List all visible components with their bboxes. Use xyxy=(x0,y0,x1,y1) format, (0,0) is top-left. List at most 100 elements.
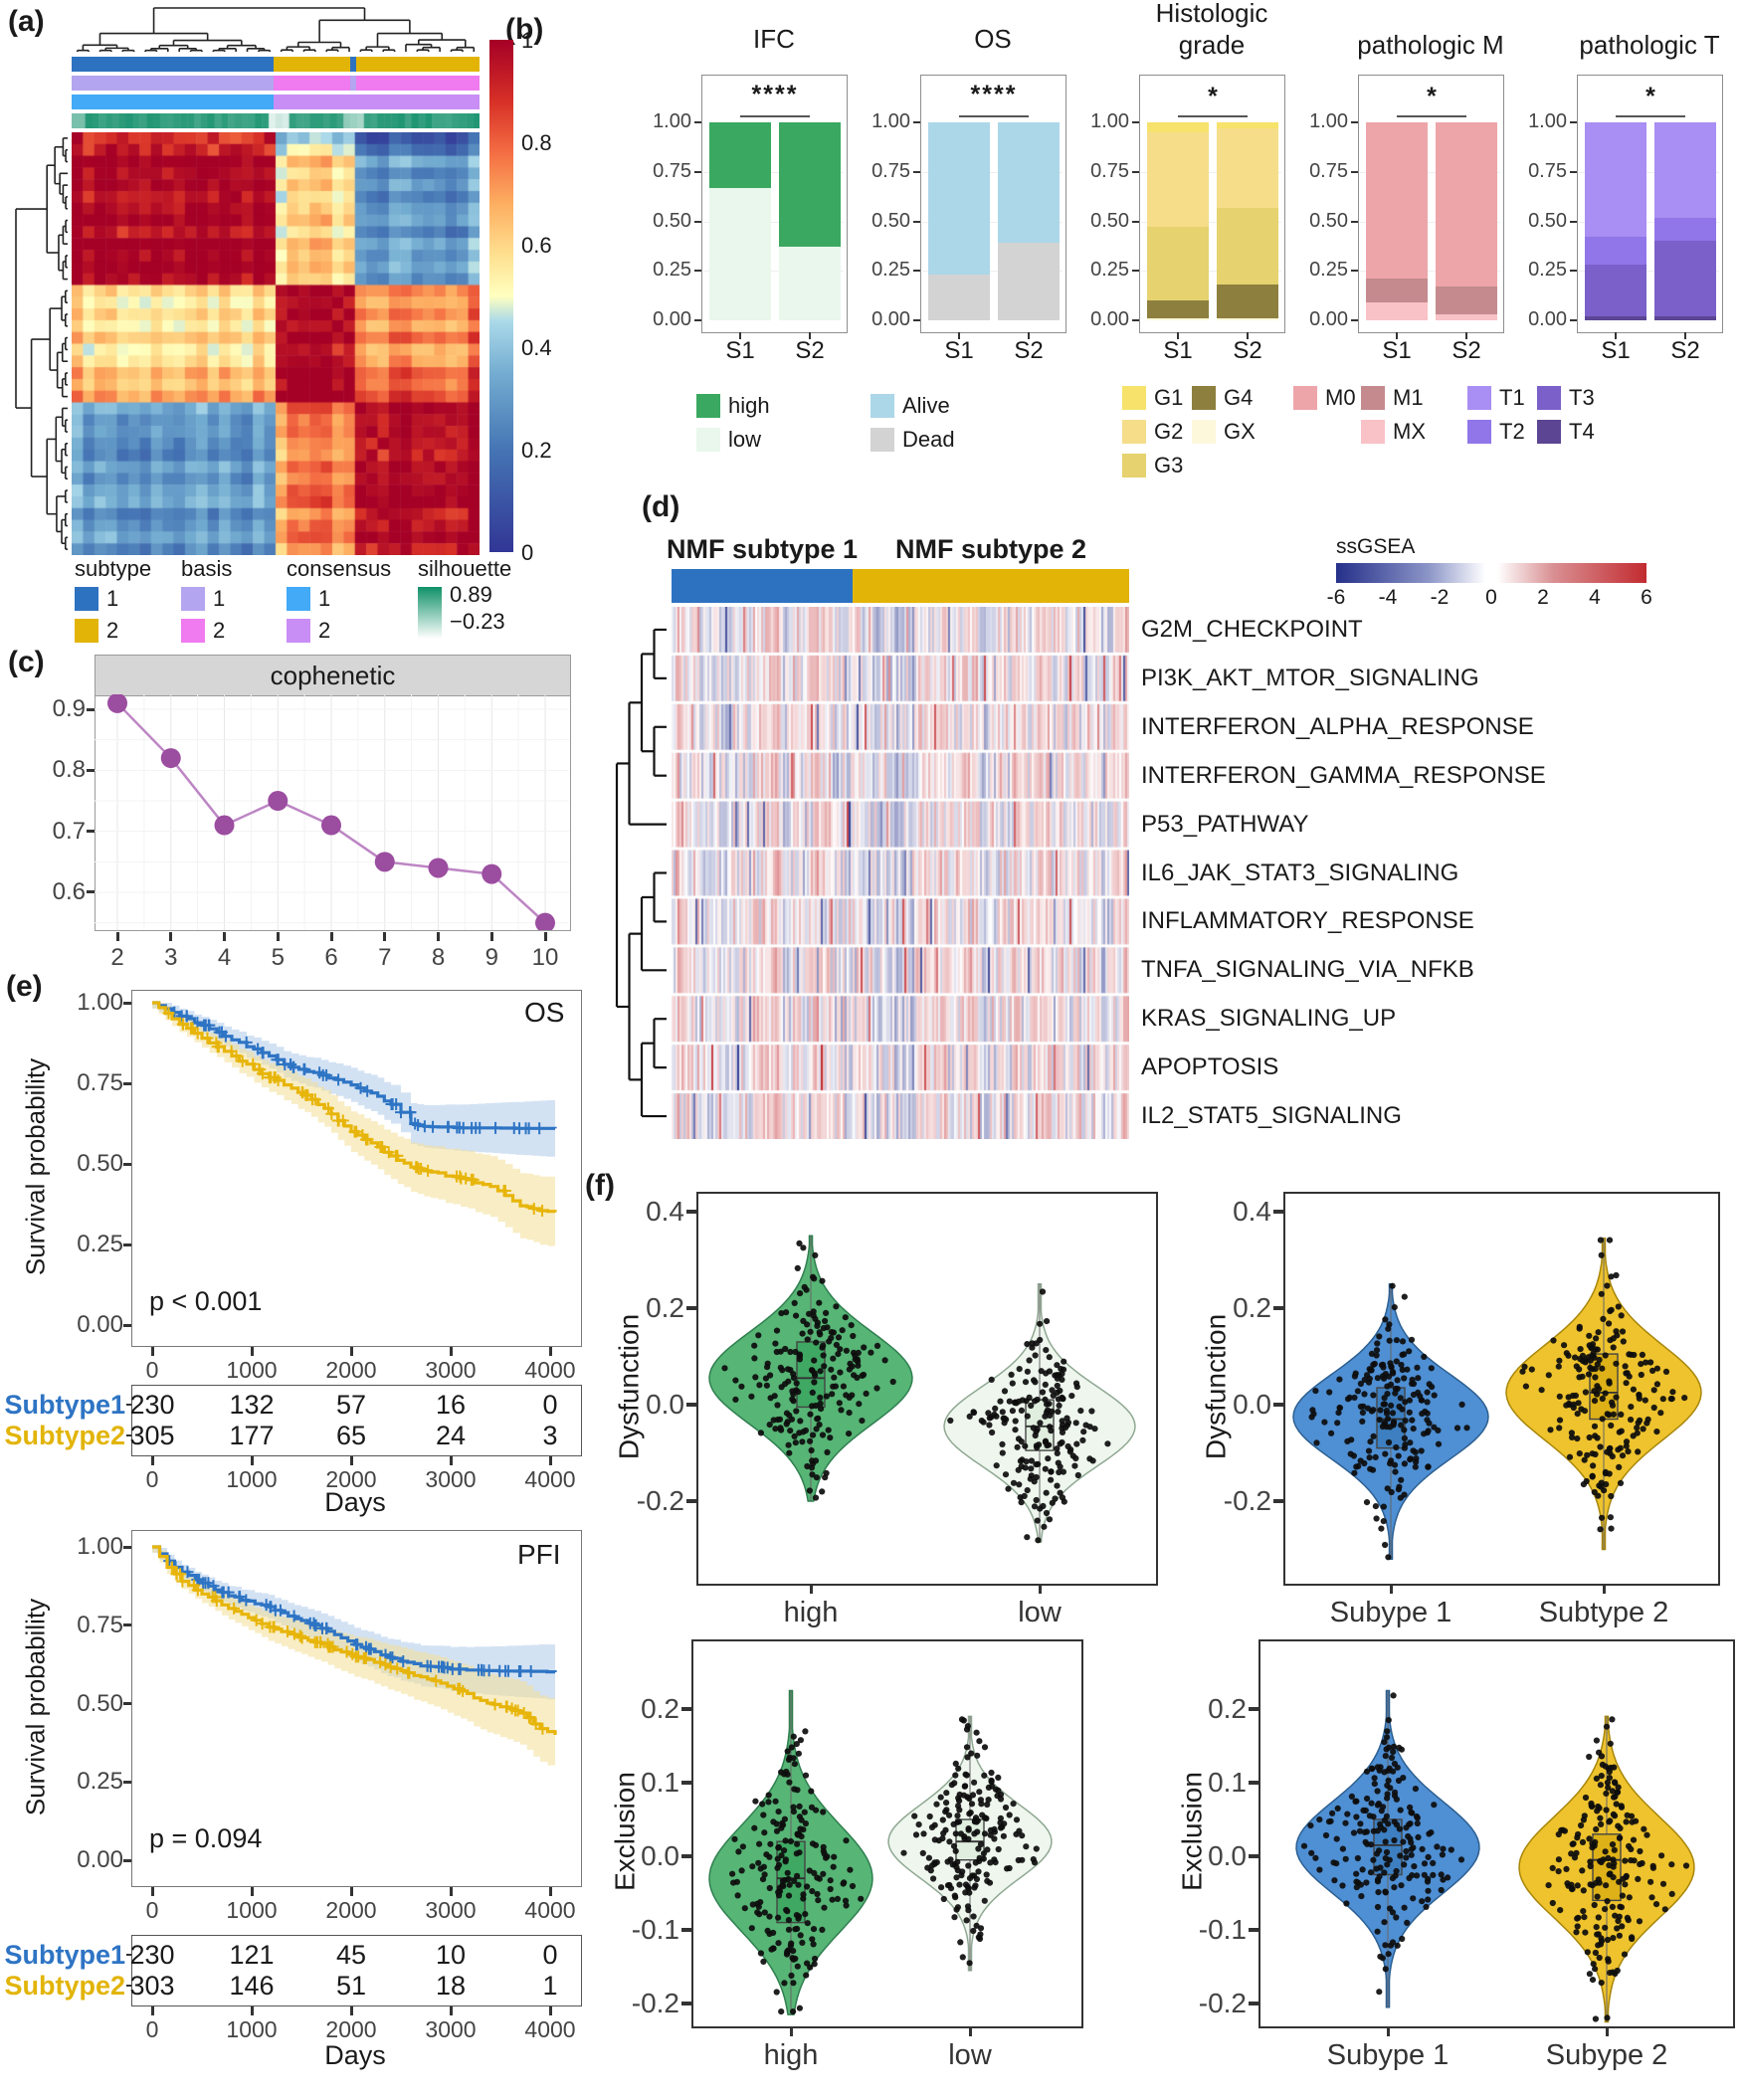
y-tick-label: 0.50 xyxy=(77,1150,123,1177)
data-point xyxy=(981,1830,989,1837)
data-point xyxy=(786,1412,793,1419)
data-point xyxy=(983,1814,990,1822)
censor-mark xyxy=(308,1635,321,1648)
data-point xyxy=(778,1384,785,1391)
x-tick-mark xyxy=(548,2006,552,2015)
data-point xyxy=(1628,1845,1635,1852)
data-point xyxy=(785,1892,793,1899)
data-point xyxy=(999,1409,1006,1416)
data-point xyxy=(1618,1904,1625,1911)
data-point xyxy=(790,1804,797,1811)
legend-label-G1: G1 xyxy=(1154,385,1184,410)
data-point xyxy=(1575,1914,1582,1921)
censor-mark xyxy=(418,1120,431,1133)
data-point xyxy=(1609,1903,1616,1910)
data-point xyxy=(976,1738,983,1745)
data-point xyxy=(854,1374,861,1381)
data-point xyxy=(1574,1435,1581,1442)
data-point xyxy=(1385,1325,1392,1332)
data-point xyxy=(1410,1426,1417,1432)
data-point xyxy=(738,1383,745,1390)
data-point xyxy=(1006,1812,1013,1818)
data-point xyxy=(1361,1459,1368,1467)
data-point xyxy=(1639,1859,1645,1867)
data-point xyxy=(1561,1342,1568,1349)
data-point xyxy=(997,1796,1005,1803)
gridline xyxy=(1360,172,1500,173)
category-label: Subype 1 xyxy=(1326,2039,1450,2071)
data-point xyxy=(1042,1465,1049,1472)
data-point xyxy=(953,1874,960,1881)
nmf-subtype1-header: NMF subtype 1 xyxy=(666,534,859,564)
data-point xyxy=(1557,1907,1564,1914)
bar-segment-T2 xyxy=(1654,217,1716,242)
category-label: S2 xyxy=(1014,337,1044,364)
gridline xyxy=(1141,172,1281,173)
x-tick-mark xyxy=(548,1347,552,1356)
data-point xyxy=(1624,1914,1631,1921)
data-point xyxy=(975,1845,982,1852)
barchart-title-os: OS xyxy=(974,24,1012,54)
y-tick-mark xyxy=(123,1323,131,1327)
data-point xyxy=(788,1744,795,1751)
data-point xyxy=(802,1772,810,1779)
data-point xyxy=(1054,1382,1061,1390)
data-point xyxy=(1329,1810,1336,1816)
censor-mark xyxy=(430,1674,443,1687)
data-point xyxy=(1424,1399,1431,1406)
data-point xyxy=(809,1936,816,1943)
data-point xyxy=(1643,1359,1649,1366)
data-point xyxy=(1352,1798,1359,1805)
y-tick-mark xyxy=(123,1858,131,1862)
y-tick-label: 0.25 xyxy=(77,1768,123,1796)
data-point xyxy=(1371,1360,1378,1368)
data-point xyxy=(1598,1290,1605,1297)
data-point xyxy=(755,1859,762,1866)
data-point xyxy=(785,1441,792,1448)
data-point xyxy=(930,1875,937,1882)
data-point xyxy=(1057,1387,1064,1395)
y-tick-label: -0.2 xyxy=(631,1988,679,2018)
x-tick-mark xyxy=(1038,1584,1042,1594)
data-point xyxy=(748,1393,755,1400)
data-point xyxy=(1054,1449,1061,1456)
data-point xyxy=(988,1769,995,1777)
data-point xyxy=(992,1859,999,1866)
data-point xyxy=(730,1879,737,1886)
data-point xyxy=(1650,1404,1657,1412)
data-point xyxy=(1419,1845,1426,1852)
data-point xyxy=(1034,1426,1041,1432)
data-point xyxy=(1439,1851,1446,1858)
data-point xyxy=(1389,1875,1396,1882)
data-point xyxy=(1430,1859,1437,1866)
data-point xyxy=(1000,1832,1007,1839)
data-point xyxy=(1373,1347,1381,1354)
ssgsea-scale-tick: 2 xyxy=(1537,586,1549,609)
data-point xyxy=(796,1356,803,1363)
data-point xyxy=(1426,1420,1433,1427)
data-point xyxy=(1569,1885,1576,1892)
censor-mark xyxy=(298,1062,311,1075)
data-point xyxy=(954,1813,961,1819)
data-point xyxy=(1592,1966,1599,1973)
pathway-label: INTERFERON_GAMMA_RESPONSE xyxy=(1141,761,1546,789)
data-point xyxy=(1061,1498,1067,1505)
data-point xyxy=(1376,1417,1383,1424)
data-point xyxy=(1563,1402,1570,1409)
category-label: S2 xyxy=(1451,337,1481,364)
y-tick-mark xyxy=(1249,1928,1258,1932)
data-point xyxy=(1681,1395,1688,1402)
x-tick-mark xyxy=(789,2026,793,2036)
data-point xyxy=(978,1418,985,1425)
data-point xyxy=(1024,1534,1031,1541)
data-point xyxy=(989,1783,996,1790)
legend-label-Alive: Alive xyxy=(902,393,950,418)
data-point xyxy=(963,1744,971,1751)
x-tick-mark xyxy=(449,1347,453,1356)
bar-segment-Alive xyxy=(928,122,990,276)
data-point xyxy=(1424,1878,1432,1885)
legend-label-M0: M0 xyxy=(1325,385,1356,410)
data-point xyxy=(1644,1416,1651,1423)
bar-segment-T4 xyxy=(1654,316,1716,320)
data-point xyxy=(804,1321,811,1328)
